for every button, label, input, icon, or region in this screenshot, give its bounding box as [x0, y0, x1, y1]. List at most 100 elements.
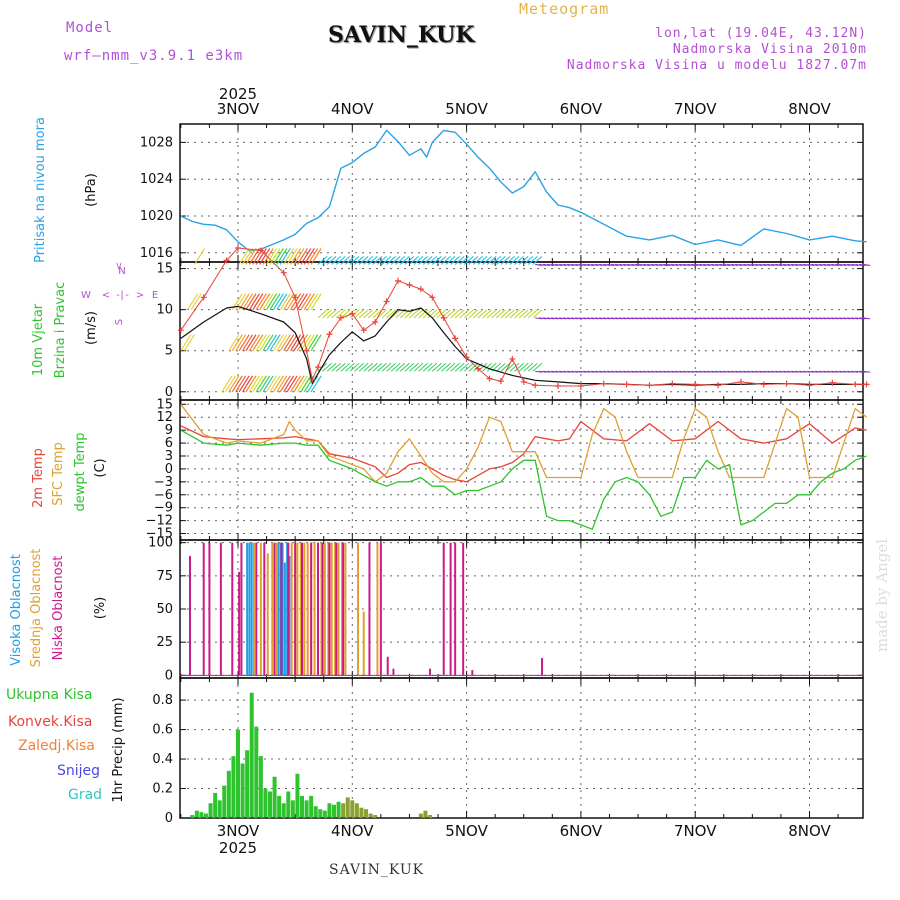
wind-barb	[266, 293, 278, 310]
wind-barb	[255, 375, 267, 393]
wind-barb	[266, 248, 278, 265]
cloud-bar	[240, 542, 243, 676]
wind-barb	[859, 263, 867, 267]
wind-barb	[363, 309, 374, 319]
wind-barb	[827, 317, 835, 320]
wind-barb	[643, 263, 651, 267]
cloud-title-3: Niska Oblacnost	[51, 556, 66, 661]
cloud-unit: (%)	[93, 597, 108, 620]
wind-ytick-label: 5	[165, 344, 173, 359]
wind-barb	[563, 317, 571, 320]
wind-barb	[195, 335, 205, 351]
top-day-labels: 3NOV 4NOV 5NOV 6NOV 7NOV 8NOV	[217, 100, 832, 118]
wind-barb	[500, 309, 511, 319]
wind-barb	[505, 256, 515, 265]
wind-barb	[559, 263, 567, 267]
precip-bar	[286, 791, 291, 818]
wind-barb	[699, 370, 707, 373]
wind-barb	[575, 263, 583, 267]
wind-barb	[514, 256, 524, 265]
wind-barb	[603, 317, 611, 320]
wind-barb	[212, 294, 222, 310]
cloud-bar	[357, 542, 360, 676]
wind-barb	[847, 263, 855, 267]
wind-barb	[259, 293, 271, 310]
wind-barb	[205, 294, 215, 310]
wind-barb	[276, 375, 288, 393]
wind-barb	[623, 370, 631, 373]
top-day-label: 4NOV	[331, 100, 374, 118]
wind-gust-marker	[783, 380, 790, 387]
cloud-ytick-label: 0	[165, 668, 173, 683]
svg-text:-: -	[125, 290, 129, 301]
wind-barb	[399, 362, 410, 372]
cloud-bar	[231, 542, 234, 676]
wind-barb	[571, 370, 579, 373]
precip-bar	[313, 806, 318, 818]
wind-barb	[518, 362, 529, 372]
wind-barb	[651, 317, 659, 320]
top-year-label: 2025	[219, 85, 257, 103]
precip-bar	[268, 791, 273, 818]
wind-barb	[579, 370, 587, 373]
wind-barb	[547, 370, 555, 373]
wind-barb	[667, 370, 675, 373]
wind-barb	[635, 317, 643, 320]
precip-graupel-legend: Grad	[68, 787, 102, 803]
wind-barb	[372, 362, 383, 372]
wind-barb	[703, 263, 711, 267]
cloud-title-2: Srednja Oblacnost	[29, 549, 44, 668]
wind-barb	[843, 263, 851, 267]
cloud-bar	[273, 542, 276, 676]
wind-barb	[611, 263, 619, 267]
wind-barb	[331, 362, 342, 372]
wind-barb	[831, 370, 839, 373]
wind-gust-marker	[395, 277, 402, 284]
cloud-bar	[323, 542, 326, 676]
wind-barb	[631, 317, 639, 320]
cloud-bar	[238, 571, 241, 676]
wind-barb	[293, 375, 305, 393]
wind-barb	[787, 370, 795, 373]
wind-barb	[409, 309, 419, 319]
wind-barb	[579, 263, 587, 267]
wind-gust-marker	[177, 327, 184, 334]
wind-barb	[252, 375, 264, 393]
cloud-bar	[330, 542, 333, 676]
wind-barb	[707, 370, 715, 373]
wind-gust-marker	[417, 286, 424, 293]
wind-gust-marker	[475, 365, 482, 372]
wind-barb	[759, 317, 767, 320]
wind-barb	[763, 263, 771, 267]
wind-barb	[276, 293, 288, 310]
wind-barb	[300, 293, 312, 310]
wind-gust-marker	[292, 294, 299, 301]
wind-barb	[607, 263, 615, 267]
wind-barb	[675, 263, 683, 267]
wind-gust-marker	[555, 383, 562, 390]
wind-barb	[245, 293, 257, 310]
wind-barb	[727, 263, 735, 267]
wind-barb	[579, 317, 587, 320]
wind-barb	[205, 376, 215, 392]
wind-barb	[409, 256, 419, 265]
wind-barb	[296, 248, 308, 265]
wind-barb	[551, 263, 559, 267]
wind-barb	[803, 317, 811, 320]
wind-barb	[491, 309, 502, 319]
wind-barb	[783, 263, 791, 267]
wind-gust-marker	[829, 379, 836, 386]
wind-barb	[307, 248, 319, 265]
wind-barb	[358, 362, 369, 372]
wind-barb	[473, 256, 483, 265]
cloud-bar	[259, 542, 262, 676]
wind-barb	[290, 334, 302, 352]
compass-s: S	[114, 319, 125, 325]
wind-barb	[276, 334, 288, 352]
wind-barb	[751, 317, 759, 320]
wind-barb	[847, 317, 855, 320]
cloud-bar	[306, 542, 309, 676]
wind-barb	[331, 256, 342, 265]
wind-barb	[221, 375, 233, 393]
wind-barb	[201, 335, 211, 351]
